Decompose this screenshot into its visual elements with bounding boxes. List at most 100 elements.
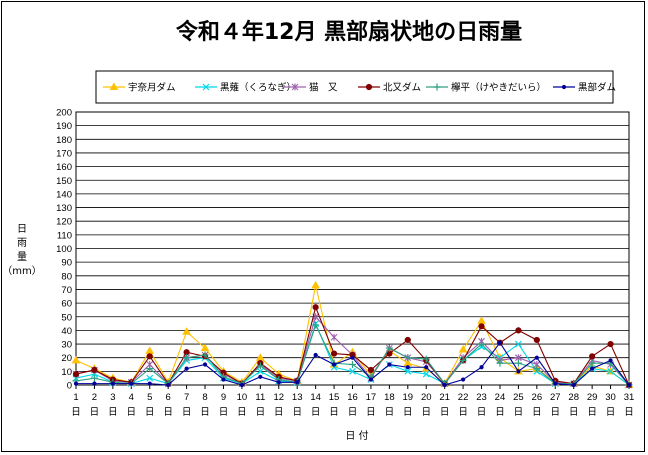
y-tick-label: 70 [61, 285, 72, 296]
data-point [330, 350, 338, 357]
data-point [146, 374, 154, 382]
y-tick-label: 180 [56, 135, 72, 146]
x-tick-label: 15 [329, 392, 340, 403]
y-tick-label: 150 [56, 176, 72, 187]
data-point [607, 367, 614, 375]
data-point [626, 382, 632, 388]
data-point [147, 381, 152, 386]
x-tick-label: 24 [495, 392, 506, 403]
legend-entry: 猫 又 [309, 82, 338, 94]
x-tick-label: 12 [273, 392, 284, 403]
x-tick-day-suffix: 日 [606, 407, 616, 418]
x-tick-day-suffix: 日 [108, 407, 118, 418]
y-tick-label: 140 [56, 189, 72, 200]
data-point [182, 327, 191, 335]
y-tick-label: 170 [56, 148, 72, 159]
data-point [458, 345, 468, 353]
data-point [588, 359, 596, 367]
data-point [258, 374, 263, 379]
data-point [256, 362, 264, 370]
data-point [553, 381, 558, 386]
x-tick-day-suffix: 日 [145, 407, 155, 418]
x-tick-day-suffix: 日 [127, 407, 137, 418]
x-tick-day-suffix: 日 [569, 407, 579, 418]
data-point [146, 353, 153, 360]
data-point [424, 365, 429, 370]
x-tick-label: 5 [147, 392, 152, 403]
legend-marker [291, 83, 299, 91]
legend-marker [202, 83, 210, 91]
data-point [295, 380, 300, 385]
data-point [239, 382, 244, 388]
data-point [146, 365, 154, 373]
data-point [385, 344, 393, 352]
x-tick-day-suffix: 日 [458, 407, 468, 418]
x-tick-label: 2 [92, 392, 97, 403]
data-point [330, 333, 338, 341]
y-axis-unit: （mm） [2, 265, 41, 277]
data-point [514, 359, 522, 367]
data-point [479, 365, 484, 370]
data-point [514, 340, 522, 348]
y-tick-label: 110 [57, 230, 72, 241]
x-tick-day-suffix: 日 [385, 407, 395, 418]
data-point [533, 336, 540, 344]
x-tick-label: 31 [624, 392, 635, 403]
x-tick-day-suffix: 日 [163, 407, 173, 418]
data-point [368, 377, 374, 382]
x-tick-day-suffix: 日 [587, 407, 597, 418]
data-point [73, 381, 79, 386]
y-tick-label: 0 [67, 381, 72, 392]
x-tick-day-suffix: 日 [219, 407, 229, 418]
x-tick-label: 13 [292, 392, 303, 403]
y-tick-labels: 0 10 20 30 40 50 60 70 80 90 100 110 120 130 140 150 160… [56, 108, 72, 392]
y-tick-label: 130 [56, 203, 72, 214]
x-tick-label: 21 [439, 392, 450, 403]
y-tick-label: 20 [61, 353, 72, 364]
data-point [129, 381, 134, 386]
data-point [72, 370, 80, 378]
data-point [404, 367, 412, 375]
data-point [515, 327, 522, 334]
y-tick-label: 50 [61, 312, 72, 323]
x-tick-day-suffix: 日 [477, 407, 487, 418]
data-point [145, 346, 155, 354]
data-point [589, 353, 596, 360]
legend-entry: 北又ダム [383, 82, 421, 94]
data-point [442, 382, 447, 388]
y-axis-label-char: 量 [17, 251, 27, 263]
x-tick-label: 23 [476, 392, 487, 403]
data-point [571, 382, 576, 388]
data-point [166, 382, 171, 388]
data-point [183, 349, 190, 356]
data-point [404, 336, 411, 344]
data-point [478, 340, 486, 348]
data-series [71, 280, 634, 389]
data-point [608, 358, 613, 363]
legend-marker [561, 84, 567, 90]
x-tick-day-suffix: 日 [200, 407, 210, 418]
x-tick-day-suffix: 日 [292, 407, 302, 418]
y-tick-label: 200 [56, 108, 72, 119]
data-point [516, 369, 521, 374]
x-tick-day-suffix: 日 [514, 407, 524, 418]
data-point [350, 355, 355, 360]
data-point [200, 343, 210, 352]
data-point [477, 316, 486, 324]
x-tick-day-suffix: 日 [366, 407, 376, 418]
data-point [255, 353, 265, 361]
legend-marker [365, 83, 373, 91]
x-tick-day-suffix: 日 [256, 407, 266, 418]
x-tick-day-suffix: 日 [329, 407, 339, 418]
data-point [71, 355, 81, 364]
x-tick-day-suffix: 日 [274, 407, 284, 418]
data-point [311, 280, 321, 289]
y-tick-label: 190 [56, 121, 72, 132]
x-tick-day-suffix: 日 [551, 407, 561, 418]
y-axis-label-char: 日 [17, 224, 27, 235]
data-point [422, 370, 430, 378]
x-tick-label: 14 [310, 392, 321, 403]
y-tick-label: 80 [61, 271, 72, 282]
data-point [90, 374, 98, 382]
